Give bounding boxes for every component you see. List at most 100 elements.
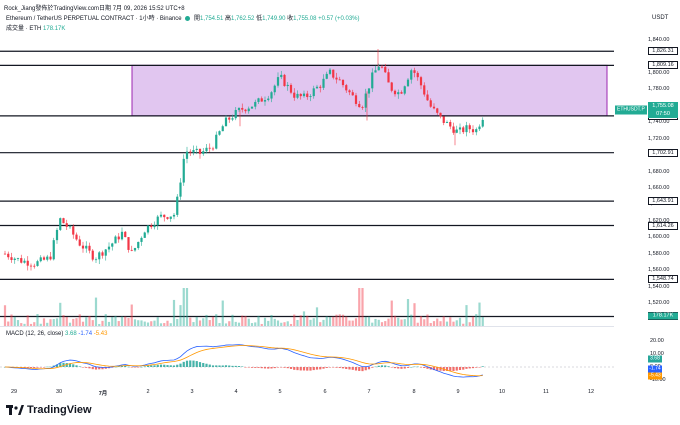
- volume-bar: [286, 321, 289, 326]
- volume-bar: [218, 323, 221, 326]
- macd-histogram-bar: [465, 367, 468, 369]
- macd-histogram-bar: [413, 366, 416, 368]
- volume-bar: [228, 321, 231, 326]
- volume-label: 成交量 · ETH: [6, 26, 42, 32]
- candle-body: [33, 265, 36, 267]
- macd-histogram-bar: [46, 366, 49, 368]
- macd-histogram-bar: [114, 366, 117, 368]
- volume-bar: [46, 322, 49, 326]
- volume-bar: [423, 319, 426, 326]
- candle-body: [296, 93, 299, 98]
- volume-bar: [341, 314, 345, 326]
- candle-body: [218, 131, 221, 135]
- macd-histogram-bar: [410, 366, 413, 368]
- candle-body: [458, 127, 462, 130]
- time-tick-label: 4: [234, 389, 238, 395]
- macd-histogram-bar: [260, 367, 263, 369]
- macd-histogram-bar: [280, 367, 283, 368]
- macd-histogram-bar: [273, 367, 276, 369]
- high-value: 1,762.52: [231, 16, 255, 22]
- volume-bar: [260, 323, 263, 326]
- macd-histogram-bar: [195, 361, 198, 367]
- volume-bar: [354, 318, 358, 326]
- bar-countdown: 07:50: [656, 110, 670, 117]
- candle-body: [55, 229, 59, 241]
- volume-bar: [42, 318, 46, 326]
- candle-body: [221, 126, 224, 132]
- candle-body: [94, 259, 98, 261]
- time-axis[interactable]: 29 30 7月 2 3 4 5 6 7 8 9 10 11 12: [0, 387, 614, 397]
- volume-bar: [276, 320, 280, 326]
- volume-bar: [267, 320, 270, 326]
- candle-body: [81, 245, 85, 249]
- candle-body: [176, 196, 179, 215]
- candle-body: [312, 88, 315, 97]
- candle-body: [403, 86, 406, 94]
- candle-body: [179, 182, 182, 197]
- macd-legend: MACD (12, 26, close) 3.68 -1.74 -5.43: [6, 331, 107, 337]
- macd-histogram-bar: [62, 362, 65, 367]
- volume-bar: [390, 300, 393, 326]
- volume-bar: [59, 302, 62, 326]
- candle-body: [263, 100, 267, 102]
- volume-bar: [432, 321, 436, 326]
- candle-body: [234, 110, 237, 119]
- macd-histogram-bar: [419, 367, 423, 368]
- price-chart[interactable]: [0, 0, 614, 395]
- price-axis[interactable]: 1,840.001,800.001,780.001,760.001,740.00…: [614, 0, 680, 395]
- macd-histogram-bar: [403, 367, 406, 369]
- macd-histogram-bar: [91, 367, 94, 370]
- tradingview-logo[interactable]: TradingView: [6, 404, 92, 416]
- volume-bar: [16, 320, 20, 326]
- volume-bar: [195, 316, 198, 326]
- volume-bar: [39, 323, 42, 326]
- macd-histogram-bar: [192, 360, 195, 367]
- price-tick-label: 1,580.00: [648, 250, 670, 257]
- symbol-price-tag: ETHUSDT.P: [615, 105, 647, 115]
- candle-body: [423, 85, 426, 95]
- macd-histogram-bar: [85, 367, 88, 368]
- close-value: 1,755.08: [293, 16, 317, 22]
- volume-bar: [237, 322, 241, 326]
- volume-bar: [289, 323, 293, 326]
- volume-bar: [224, 323, 228, 326]
- candle-body: [72, 226, 75, 235]
- candle-body: [478, 126, 481, 130]
- candle-body: [241, 107, 244, 110]
- macd-histogram-bar: [221, 365, 224, 367]
- volume-bar: [221, 300, 224, 326]
- candle-body: [166, 217, 169, 219]
- candle-body: [23, 260, 26, 263]
- macd-histogram-bar: [384, 365, 387, 367]
- volume-bar: [166, 320, 169, 326]
- pane-separator[interactable]: [0, 326, 614, 327]
- macd-histogram-bar: [276, 367, 280, 368]
- candle-body: [354, 95, 358, 104]
- macd-histogram-bar: [397, 367, 400, 369]
- candle-body: [449, 121, 452, 127]
- macd-params: (12, 26, close): [25, 331, 64, 337]
- volume-bar: [325, 316, 328, 326]
- volume-bar: [117, 321, 120, 326]
- current-price-tag: 1,755.08 07:50: [648, 101, 678, 118]
- candle-body: [75, 234, 78, 240]
- volume-bar: [426, 314, 429, 326]
- volume-bar: [244, 315, 247, 326]
- volume-bar: [192, 322, 195, 326]
- volume-bar: [111, 316, 114, 326]
- volume-bar: [13, 316, 16, 326]
- volume-bar: [130, 304, 133, 326]
- volume-bar: [439, 321, 442, 326]
- candle-body: [452, 126, 455, 133]
- time-tick-label: 7月: [98, 391, 108, 397]
- volume-bar: [114, 315, 117, 326]
- candle-body: [260, 98, 263, 102]
- macd-histogram-bar: [166, 365, 169, 367]
- time-tick-label: 11: [543, 389, 549, 395]
- macd-histogram-bar: [185, 360, 189, 367]
- macd-signal-value: -5.43: [93, 331, 108, 337]
- volume-bar: [393, 315, 397, 326]
- macd-histogram-bar: [361, 367, 364, 372]
- candle-body: [462, 127, 465, 133]
- macd-histogram-bar: [296, 367, 299, 371]
